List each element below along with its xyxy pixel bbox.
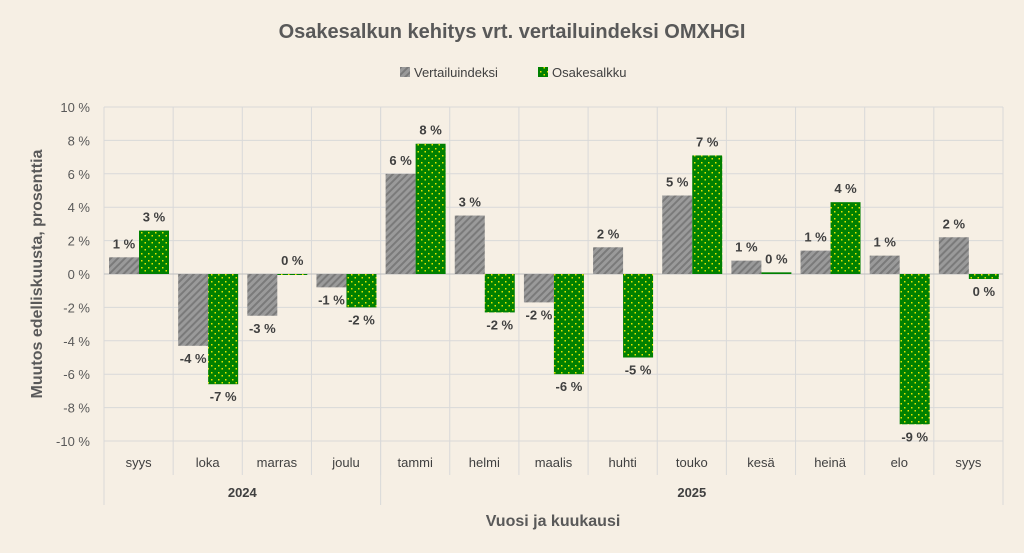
legend-label: Osakesalkku <box>552 65 626 80</box>
data-label: -1 % <box>318 292 345 307</box>
bar-vertailuindeksi <box>938 237 969 274</box>
x-axis-title: Vuosi ja kuukausi <box>486 513 621 530</box>
data-label: -6 % <box>556 379 583 394</box>
legend: Vertailuindeksi Osakesalkku <box>400 65 626 80</box>
y-tick-label: 4 % <box>68 200 91 215</box>
y-tick-label: -4 % <box>63 334 90 349</box>
bar-vertailuindeksi <box>869 255 900 274</box>
bar-osakesalkku <box>968 274 999 280</box>
y-tick-label: -10 % <box>56 434 90 449</box>
data-label: -9 % <box>901 429 928 444</box>
y-tick-label: 0 % <box>68 267 91 282</box>
bar-osakesalkku <box>346 274 377 308</box>
bar-vertailuindeksi <box>454 215 485 274</box>
y-tick-label: -8 % <box>63 401 90 416</box>
data-label: -2 % <box>348 312 375 327</box>
x-tick-label: marras <box>257 455 298 470</box>
bar-vertailuindeksi <box>316 274 347 288</box>
data-label: 2 % <box>597 226 620 241</box>
bar-vertailuindeksi <box>593 247 624 274</box>
x-tick-label: syys <box>126 455 153 470</box>
legend-label: Vertailuindeksi <box>414 65 498 80</box>
data-label: 3 % <box>143 210 166 225</box>
x-tick-label: syys <box>955 455 982 470</box>
bar-vertailuindeksi <box>523 274 554 303</box>
data-label: 0 % <box>281 253 304 268</box>
data-label: -2 % <box>486 317 513 332</box>
bar-osakesalkku <box>692 155 723 274</box>
legend-swatch <box>538 67 548 77</box>
bar-osakesalkku <box>277 274 308 275</box>
bar-vertailuindeksi <box>385 173 416 274</box>
data-label: 0 % <box>765 251 788 266</box>
bar-osakesalkku <box>623 274 654 358</box>
bar-osakesalkku <box>415 143 446 274</box>
data-label: 1 % <box>804 230 827 245</box>
chart-title: Osakesalkun kehitys vrt. vertailuindeksi… <box>279 21 746 43</box>
data-label: 1 % <box>113 236 136 251</box>
data-label: 8 % <box>419 123 442 138</box>
y-tick-label: -2 % <box>63 300 90 315</box>
data-label: -5 % <box>625 363 652 378</box>
y-tick-label: 6 % <box>68 167 91 182</box>
group-label: 2025 <box>677 485 706 500</box>
bar-vertailuindeksi <box>247 274 278 316</box>
x-tick-label: loka <box>196 455 221 470</box>
bar-osakesalkku <box>761 272 792 274</box>
y-tick-label: 10 % <box>60 100 90 115</box>
bar-vertailuindeksi <box>662 195 693 274</box>
bar-osakesalkku <box>139 230 169 274</box>
data-label: 3 % <box>459 195 482 210</box>
data-label: 0 % <box>973 284 996 299</box>
data-label: 6 % <box>389 153 412 168</box>
legend-swatch <box>400 67 410 77</box>
x-tick-label: touko <box>676 455 708 470</box>
y-tick-label: 2 % <box>68 234 91 249</box>
y-tick-label: 8 % <box>68 133 91 148</box>
bar-osakesalkku <box>208 274 239 385</box>
y-axis-title: Muutos edelliskuusta, prosenttia <box>29 149 46 398</box>
data-label: 4 % <box>834 181 857 196</box>
bar-osakesalkku <box>553 274 584 375</box>
bar-vertailuindeksi <box>731 260 762 274</box>
data-label: 1 % <box>735 240 758 255</box>
bar-vertailuindeksi <box>800 250 831 274</box>
x-tick-label: huhti <box>609 455 637 470</box>
x-tick-label: elo <box>891 455 908 470</box>
group-label: 2024 <box>228 485 258 500</box>
x-tick-label: kesä <box>747 455 775 470</box>
data-label: 2 % <box>943 216 966 231</box>
x-tick-label: joulu <box>331 455 359 470</box>
x-tick-label: tammi <box>397 455 433 470</box>
data-label: -3 % <box>249 321 276 336</box>
data-label: -7 % <box>210 389 237 404</box>
data-label: -2 % <box>526 307 553 322</box>
data-label: 7 % <box>696 134 719 149</box>
data-label: -4 % <box>180 351 207 366</box>
bar-osakesalkku <box>830 202 861 274</box>
x-tick-label: helmi <box>469 455 500 470</box>
y-tick-label: -6 % <box>63 367 90 382</box>
bar-osakesalkku <box>899 274 930 425</box>
data-label: 1 % <box>873 235 896 250</box>
bar-vertailuindeksi <box>109 257 139 274</box>
bar-vertailuindeksi <box>178 274 209 346</box>
data-label: 5 % <box>666 175 689 190</box>
bar-osakesalkku <box>484 274 515 313</box>
x-tick-label: heinä <box>814 455 847 470</box>
x-tick-label: maalis <box>535 455 573 470</box>
